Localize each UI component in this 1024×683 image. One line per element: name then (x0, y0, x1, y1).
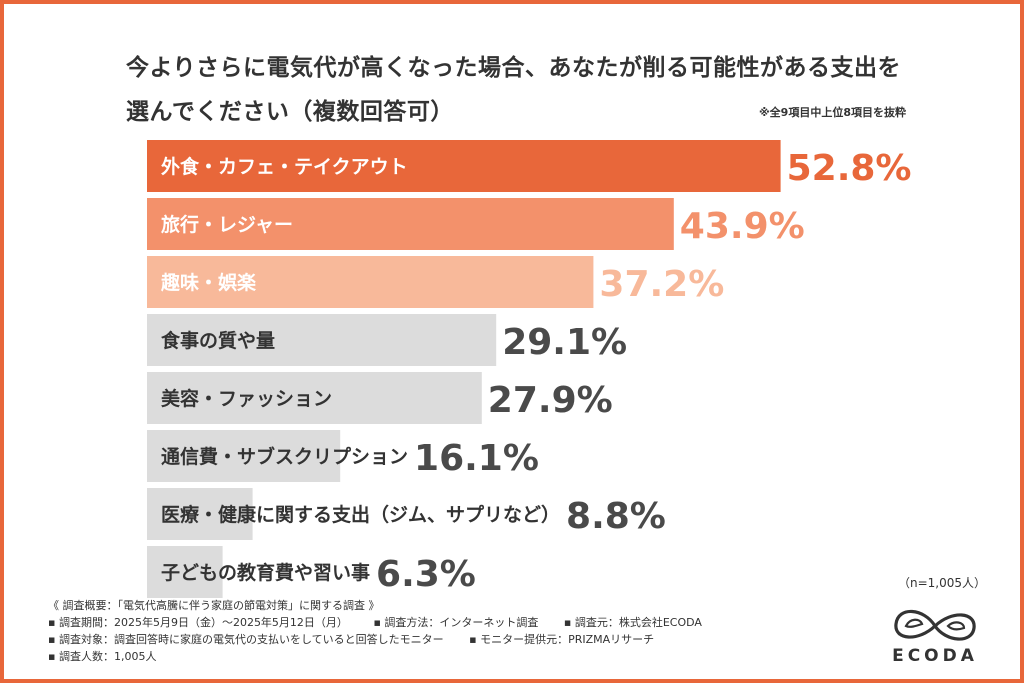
value-label: 27.9% (488, 380, 613, 421)
value-label: 43.9% (680, 206, 805, 247)
bar (147, 198, 674, 250)
category-label: 美容・ファッション (161, 387, 332, 410)
survey-heading: 《 調査概要：「電気代高騰に伴う家庭の節電対策」に関する調査 》 (48, 599, 380, 612)
infinity-leaf-icon (894, 609, 976, 641)
bar-chart: 外食・カフェ・テイクアウト 52.8% 旅行・レジャー 43.9% 趣味・娯楽 37.2%… (147, 140, 912, 598)
bar (147, 372, 482, 424)
category-label: 子どもの教育費や習い事 (161, 561, 370, 584)
value-label: 6.3% (376, 554, 476, 595)
bar (147, 488, 253, 540)
sample-size-label: （n=1,005人） (897, 576, 986, 590)
bar (147, 430, 341, 482)
value-label: 8.8% (566, 496, 666, 537)
category-label: 食事の質や量 (161, 329, 275, 352)
survey-organizer: ▪ 調査元：株式会社ECODA (563, 616, 702, 629)
category-label: 医療・健康に関する支出（ジム、サプリなど） (161, 503, 560, 526)
survey-period: ▪ 調査期間：2025年5月9日（金）～2025年5月12日（月） (48, 616, 348, 629)
category-label: 旅行・レジャー (161, 213, 293, 236)
chart-title: 今よりさらに電気代が高くなった場合、あなたが削る可能性がある支出を選んでください… (126, 55, 902, 125)
category-label: 趣味・娯楽 (160, 271, 257, 294)
logo-text: ECODA (892, 646, 978, 666)
bar (147, 256, 594, 308)
survey-summary: 《 調査概要：「電気代高騰に伴う家庭の節電対策」に関する調査 》 ▪ 調査期間：… (48, 597, 848, 665)
bar (147, 140, 781, 192)
value-label: 52.8% (787, 148, 912, 189)
value-label: 16.1% (414, 438, 539, 479)
survey-target: ▪ 調査対象：調査回答時に家庭の電気代の支払いをしていると回答したモニター (48, 633, 444, 646)
category-label: 外食・カフェ・テイクアウト (161, 155, 408, 178)
bar (147, 546, 223, 598)
chart-note: ※全9項目中上位8項目を抜粋 (758, 106, 906, 119)
value-label: 37.2% (599, 264, 724, 305)
category-label: 通信費・サブスクリプション (161, 445, 408, 468)
bar (147, 314, 497, 366)
survey-respondents: ▪ 調査人数：1,005人 (48, 650, 157, 663)
survey-provider: ▪ モニター提供元：PRIZMAリサーチ (469, 633, 655, 646)
value-label: 29.1% (502, 322, 627, 363)
survey-method: ▪ 調査方法：インターネット調査 (373, 616, 539, 629)
